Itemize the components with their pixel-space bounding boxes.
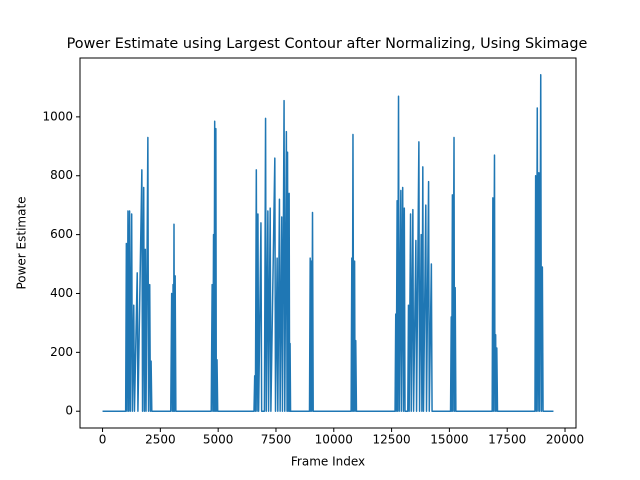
y-axis-label: Power Estimate — [15, 196, 29, 289]
x-tick-label: 15000 — [430, 433, 468, 447]
y-tick-label: 1000 — [42, 109, 73, 123]
x-tick-label: 0 — [99, 433, 107, 447]
y-tick-label: 0 — [65, 404, 73, 418]
x-tick-label: 17500 — [488, 433, 526, 447]
x-tick-label: 5000 — [203, 433, 234, 447]
x-axis-label: Frame Index — [291, 455, 365, 469]
y-tick-label: 600 — [50, 227, 73, 241]
plot-frame — [79, 57, 577, 429]
y-tick-label: 200 — [50, 345, 73, 359]
x-tick-label: 7500 — [261, 433, 292, 447]
x-tick-label: 10000 — [315, 433, 353, 447]
y-tick-label: 400 — [50, 286, 73, 300]
x-tick-label: 20000 — [546, 433, 584, 447]
x-tick-label: 2500 — [145, 433, 176, 447]
y-tick-label: 800 — [50, 168, 73, 182]
x-tick-label: 12500 — [372, 433, 410, 447]
chart-title: Power Estimate using Largest Contour aft… — [67, 36, 588, 52]
data-line — [102, 74, 554, 412]
